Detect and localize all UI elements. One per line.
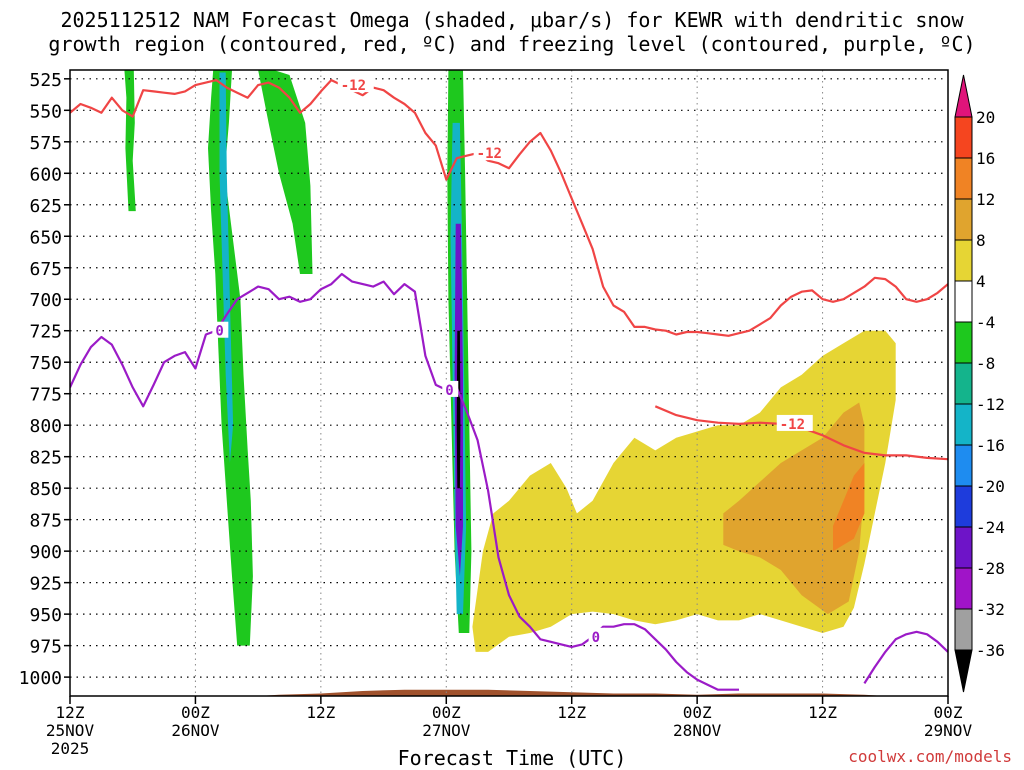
colorbar-swatch-9 (954, 444, 973, 487)
colorbar-swatch-13 (954, 608, 973, 651)
x-year-label: 2025 (51, 739, 90, 758)
x-tick-label-24: 12Z (306, 703, 335, 722)
credit-text: coolwx.com/models (848, 747, 1012, 766)
colorbar-swatch-6 (954, 321, 973, 364)
omega-region-7 (456, 330, 461, 489)
colorbar-label-9: -20 (976, 477, 1005, 496)
colorbar-swatch-2 (954, 157, 973, 200)
omega-region-3 (258, 70, 313, 274)
colorbar-label-12: -32 (976, 600, 1005, 619)
y-tick-label-1000: 1000 (19, 668, 62, 689)
dgz-label-2: -12 (477, 146, 502, 162)
x-tick-label-72: 12Z (808, 703, 837, 722)
dgz-label-3: -12 (780, 417, 805, 433)
colorbar-swatch-11 (954, 526, 973, 569)
x-tick-label-60: 00Z (683, 703, 712, 722)
colorbar-swatch-8 (954, 403, 973, 446)
x-date-label-0: 25NOV (46, 721, 95, 740)
y-tick-label-800: 800 (29, 416, 62, 437)
y-tick-label-825: 825 (29, 448, 62, 469)
colorbar-label-7: -12 (976, 395, 1005, 414)
colorbar-label-2: 12 (976, 190, 995, 209)
chart-title-line-2: growth region (contoured, red, ºC) and f… (48, 32, 976, 56)
y-tick-label-775: 775 (29, 385, 62, 406)
frz-label-1: 0 (215, 324, 223, 340)
y-tick-label-850: 850 (29, 479, 62, 500)
y-tick-label-875: 875 (29, 511, 62, 532)
colorbar-label-13: -36 (976, 641, 1005, 660)
x-tick-label-48: 12Z (557, 703, 586, 722)
series-line-1 (863, 630, 948, 684)
dgz-label-3-bg (776, 414, 813, 431)
colorbar-label-6: -8 (976, 354, 995, 373)
y-tick-label-975: 975 (29, 637, 62, 658)
omega-region-0 (124, 70, 136, 212)
y-tick-label-900: 900 (29, 542, 62, 563)
y-tick-label-725: 725 (29, 322, 62, 343)
x-axis-title: Forecast Time (UTC) (397, 746, 627, 770)
colorbar-swatch-12 (954, 567, 973, 610)
frz-label-1-bg (212, 321, 229, 338)
colorbar-label-4: 4 (976, 272, 986, 291)
y-tick-label-575: 575 (29, 133, 62, 154)
omega-region-10 (833, 463, 865, 552)
x-date-label-12: 26NOV (171, 721, 220, 740)
colorbar-label-3: 8 (976, 231, 986, 250)
colorbar-label-5: -4 (976, 313, 995, 332)
colorbar-swatch-4 (954, 239, 973, 282)
colorbar-swatch-5 (954, 280, 973, 323)
omega-shaded-regions (124, 70, 896, 652)
y-tick-label-925: 925 (29, 574, 62, 595)
x-date-label-84: 29NOV (924, 721, 973, 740)
colorbar-label-11: -28 (976, 559, 1005, 578)
colorbar-label-10: -24 (976, 518, 1005, 537)
plot-frame (69, 69, 949, 697)
series-line-0 (70, 272, 739, 691)
colorbar-bottom-arrow (954, 649, 973, 693)
colorbar-swatch-10 (954, 485, 973, 528)
frz-label-3-bg (588, 627, 605, 644)
x-date-label-60: 28NOV (673, 721, 722, 740)
x-tick-label-84: 00Z (934, 703, 963, 722)
series-line-2 (70, 78, 948, 337)
y-tick-label-600: 600 (29, 164, 62, 185)
omega-region-9 (723, 402, 865, 615)
frz-label-3: 0 (592, 630, 600, 646)
y-tick-label-525: 525 (29, 70, 62, 91)
colorbar: 20 16 12 8 4 -4 -8 -12 -16 -20 -24 -28 -32 -36 (954, 74, 1005, 693)
y-tick-label-700: 700 (29, 290, 62, 311)
y-tick-label-650: 650 (29, 227, 62, 248)
colorbar-label-1: 16 (976, 149, 995, 168)
chart-title-line-1: 2025112512 NAM Forecast Omega (shaded, μ… (60, 8, 964, 32)
y-tick-label-750: 750 (29, 353, 62, 374)
y-tick-label-625: 625 (29, 196, 62, 217)
y-tick-label-675: 675 (29, 259, 62, 280)
dgz-label-1: -12 (341, 78, 366, 94)
colorbar-swatch-1 (954, 116, 973, 159)
colorbar-swatch-7 (954, 362, 973, 405)
y-tick-label-950: 950 (29, 605, 62, 626)
dgz-label-2-bg (473, 144, 510, 161)
colorbar-top-arrow (954, 74, 973, 118)
x-tick-label-36: 00Z (432, 703, 461, 722)
x-date-label-36: 27NOV (422, 721, 471, 740)
contour-labels: 0 0 0 -12 -12 -12 (212, 76, 813, 646)
y-tick-label-550: 550 (29, 101, 62, 122)
dgz-label-1-bg (337, 76, 374, 93)
x-tick-label-0: 12Z (56, 703, 85, 722)
y-axis: 525 550 575 600 625 650 675 700 725 750 775 800 825 8… (19, 70, 70, 689)
frz-label-2-bg (442, 380, 459, 397)
colorbar-label-0: 20 (976, 108, 995, 127)
colorbar-label-8: -16 (976, 436, 1005, 455)
frz-label-2: 0 (445, 383, 453, 399)
x-tick-label-12: 00Z (181, 703, 210, 722)
colorbar-swatch-3 (954, 198, 973, 241)
